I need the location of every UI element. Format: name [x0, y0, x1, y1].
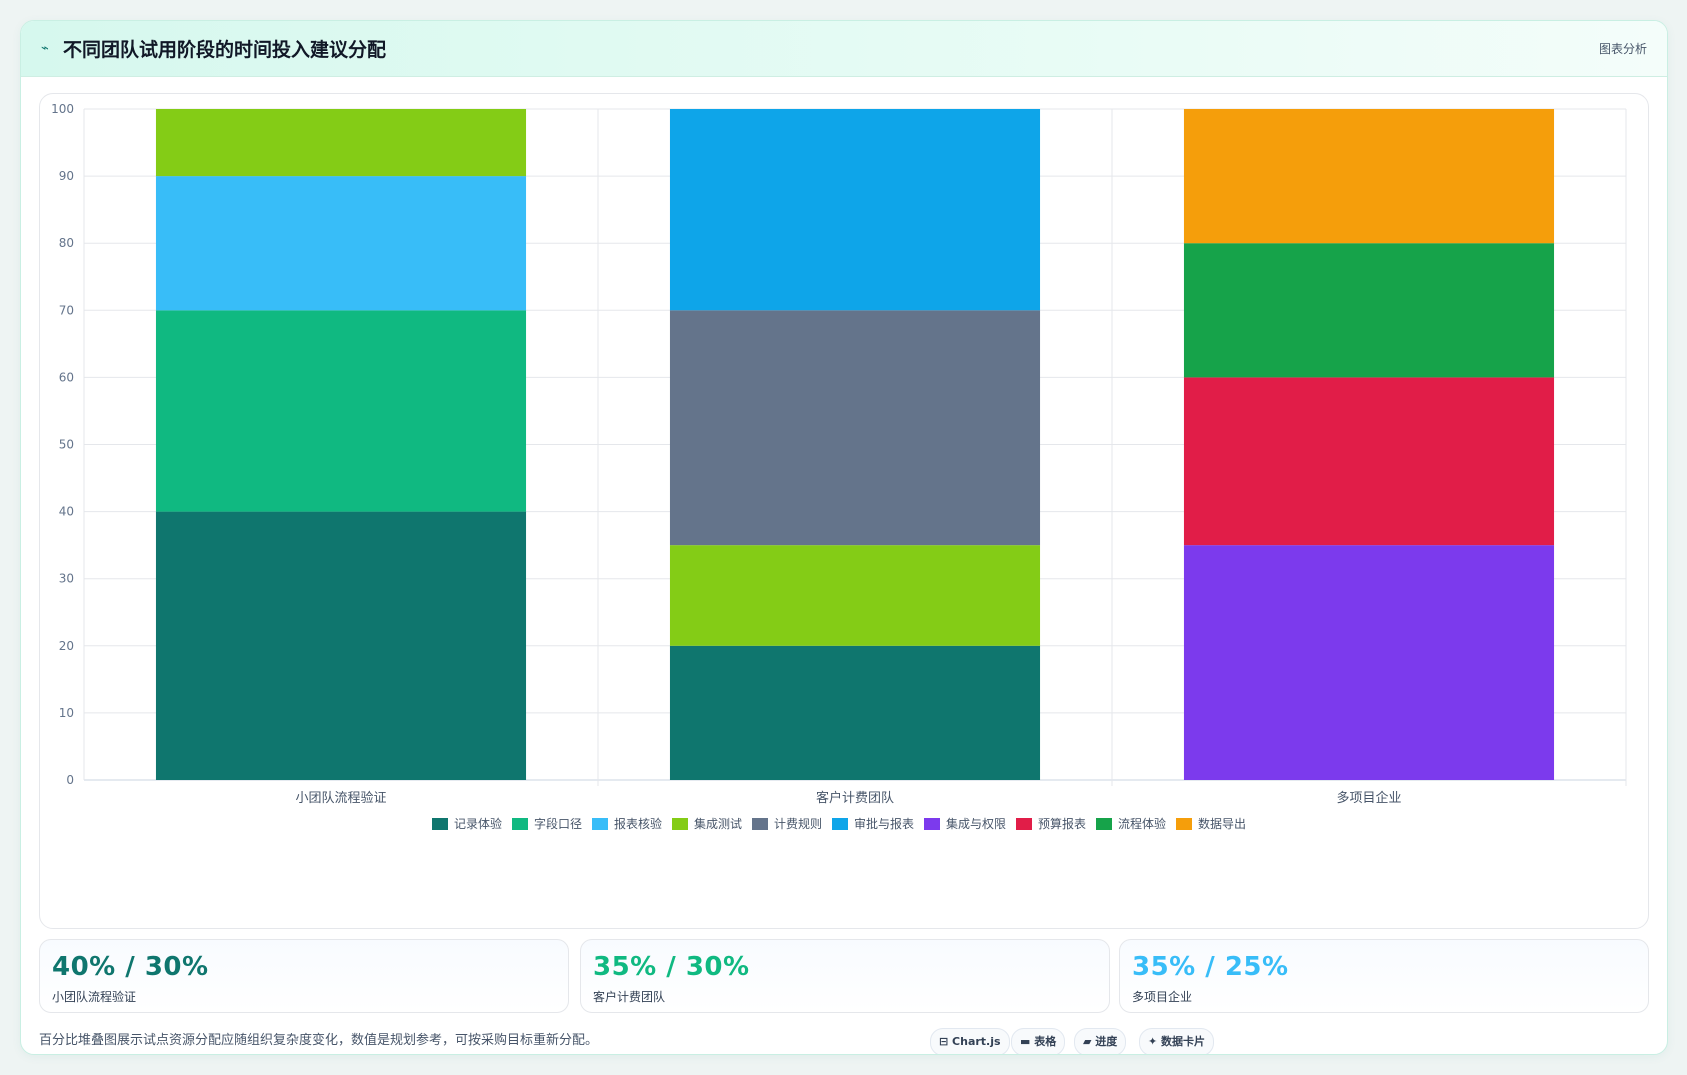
legend-swatch [512, 818, 528, 830]
legend-label: 集成与权限 [946, 816, 1006, 831]
legend-label: 流程体验 [1118, 816, 1166, 831]
trend-icon: ⌁ [41, 41, 49, 56]
legend-swatch [1016, 818, 1032, 830]
legend-swatch [592, 818, 608, 830]
legend-label: 字段口径 [534, 816, 582, 831]
bar-segment [669, 310, 1041, 546]
y-tick-label: 30 [59, 572, 74, 586]
legend-swatch [752, 818, 768, 830]
y-tick-label: 90 [59, 169, 74, 183]
legend-label: 审批与报表 [854, 816, 914, 831]
legend-swatch [432, 818, 448, 830]
stat-card-small-team: 40% / 30% 小团队流程验证 [39, 939, 569, 1013]
stacked-bar-chart: 0 10 20 30 40 50 60 70 80 90 100 小团队流程验证 客户计费团队 多项目企业… [51, 102, 1627, 831]
y-tick-label: 10 [59, 706, 74, 720]
chip-data-card[interactable]: ✦ 数据卡片 [1139, 1028, 1215, 1054]
legend-label: 记录体验 [454, 816, 502, 831]
x-tick-label: 多项目企业 [1336, 790, 1401, 806]
bar-segment [155, 310, 527, 512]
y-tick-label: 80 [59, 236, 74, 250]
y-tick-label: 40 [59, 505, 74, 519]
bar-segment [1183, 243, 1555, 378]
chart-analysis-tag: 图表分析 [1598, 42, 1647, 56]
bar-segment [155, 176, 527, 311]
legend-label: 报表核验 [614, 816, 662, 831]
legend-label: 计费规则 [774, 816, 822, 831]
bar-segment [1183, 545, 1555, 780]
y-tick-label: 70 [59, 303, 74, 317]
legend-swatch [672, 818, 688, 830]
bar-segment [1183, 109, 1555, 244]
y-tick-label: 0 [66, 773, 74, 787]
stat-label: 客户计费团队 [593, 990, 666, 1004]
legend-swatch [832, 818, 848, 830]
chip-progress[interactable]: ▰ 进度 [1074, 1028, 1127, 1054]
legend-label: 集成测试 [694, 816, 742, 831]
page-title: 不同团队试用阶段的时间投入建议分配 [63, 39, 387, 61]
legend-swatch [1096, 818, 1112, 830]
bar-segment [155, 109, 527, 177]
stat-label: 小团队流程验证 [52, 990, 137, 1004]
stat-value: 35% / 25% [1132, 952, 1289, 982]
bar-segment [669, 545, 1041, 646]
x-tick-label: 小团队流程验证 [295, 790, 386, 806]
stat-card-billing-team: 35% / 30% 客户计费团队 [580, 939, 1110, 1013]
bar-segment [155, 511, 527, 780]
bar-segment [669, 109, 1041, 311]
y-tick-label: 20 [59, 639, 74, 653]
stat-card-enterprise: 35% / 25% 多项目企业 [1119, 939, 1649, 1013]
stat-label: 多项目企业 [1132, 990, 1193, 1004]
legend-swatch [1176, 818, 1192, 830]
bar-segment [1183, 377, 1555, 546]
legend-swatch [924, 818, 940, 830]
stat-value: 40% / 30% [52, 952, 209, 982]
x-tick-label: 客户计费团队 [816, 790, 894, 806]
legend-label: 预算报表 [1038, 816, 1086, 831]
footnote: 百分比堆叠图展示试点资源分配应随组织复杂度变化，数值是规划参考，可按采购目标重新… [39, 1033, 599, 1048]
bar-segment [669, 645, 1041, 780]
chip-table[interactable]: ▬ 表格 [1011, 1028, 1066, 1054]
y-tick-label: 60 [59, 370, 74, 384]
legend-label: 数据导出 [1198, 816, 1246, 831]
chart-card: ⌁ 不同团队试用阶段的时间投入建议分配 图表分析 0 10 20 30 40 50 60 70… [20, 20, 1668, 1055]
y-tick-label: 100 [51, 102, 74, 116]
chip-chartjs[interactable]: ⊟ Chart.js [930, 1028, 1010, 1054]
stat-value: 35% / 30% [593, 952, 750, 982]
card-header: ⌁ 不同团队试用阶段的时间投入建议分配 图表分析 [21, 21, 1667, 77]
y-tick-label: 50 [59, 438, 74, 452]
chart-container: 0 10 20 30 40 50 60 70 80 90 100 小团队流程验证 客户计费团队 多项目企业… [39, 93, 1649, 929]
